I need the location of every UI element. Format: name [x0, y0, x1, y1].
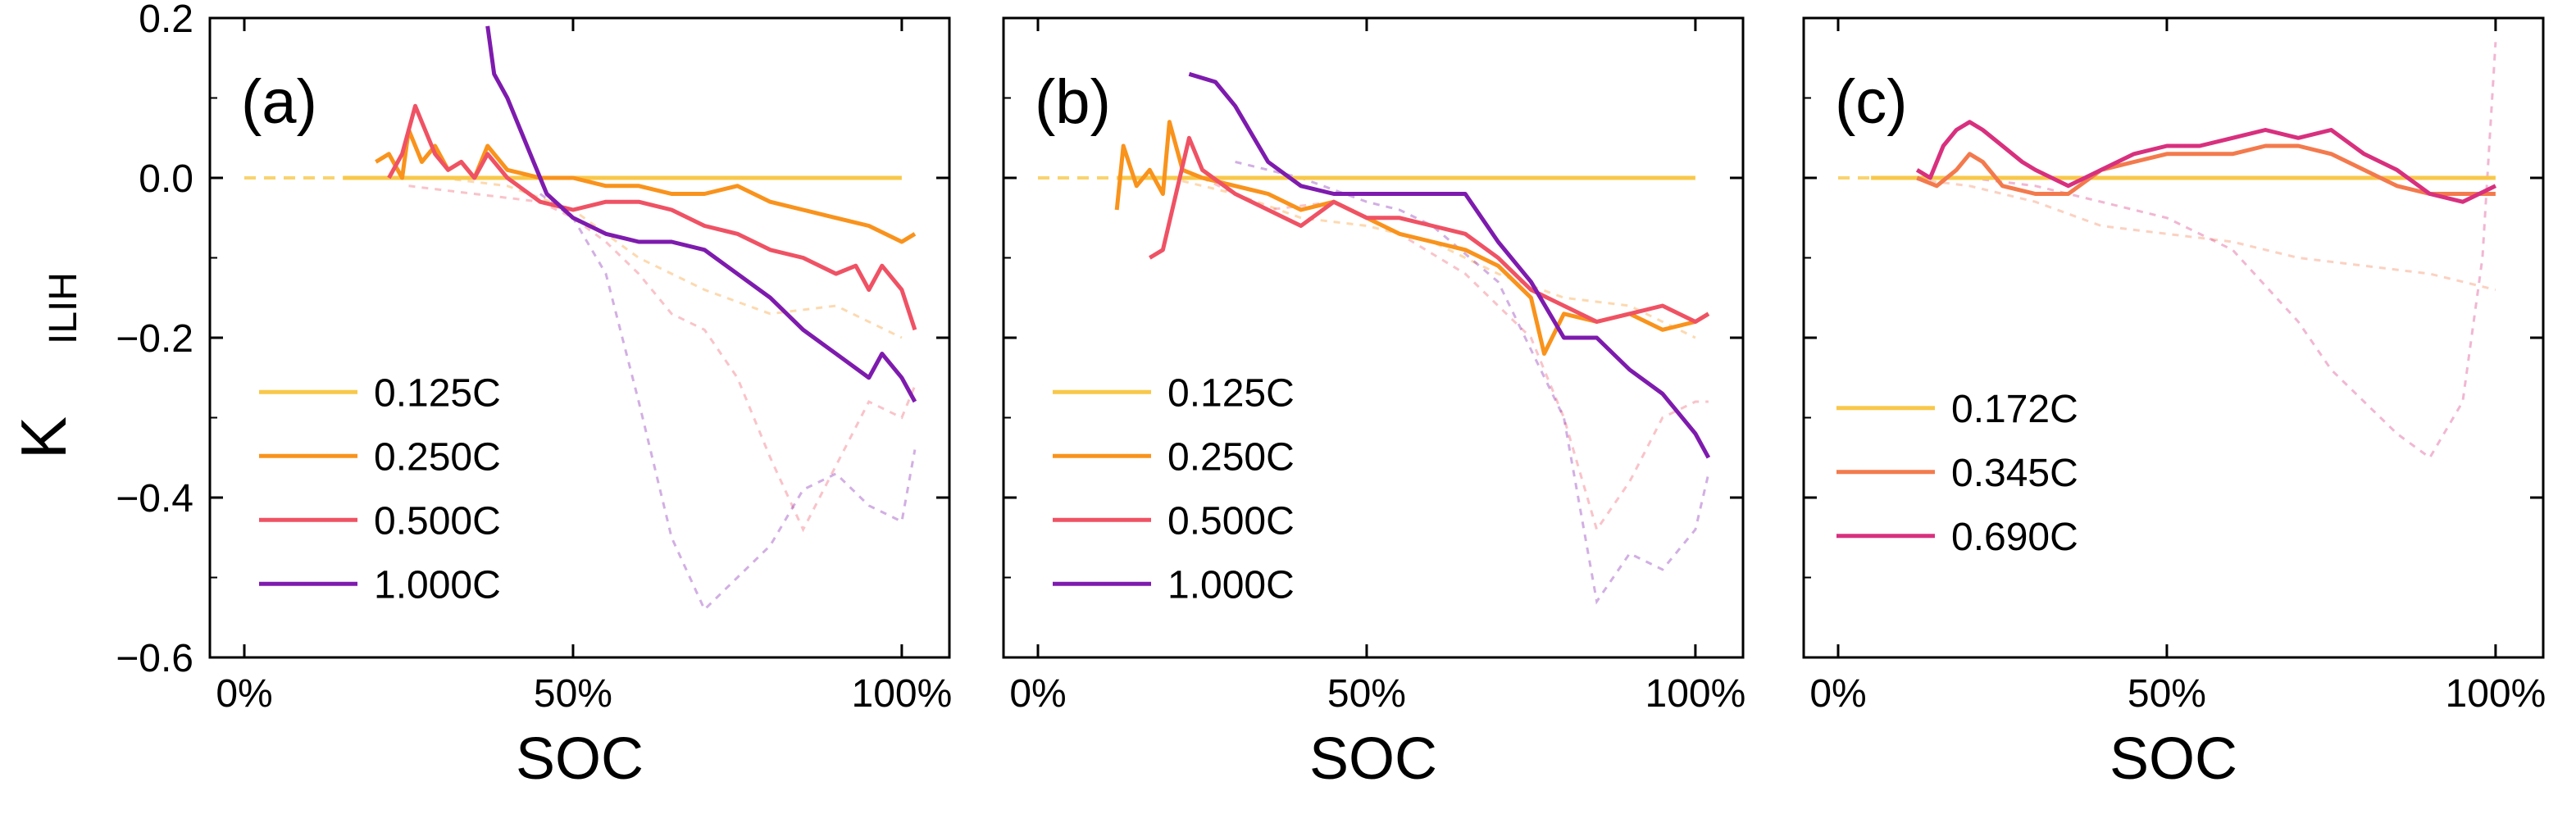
panel-a: −0.6 −0.4 −0.2 0.0 0.2 0% 50% 100% SOC (a) 0.125C 0… [116, 0, 952, 792]
panel-b-x-tick-label-1: 50% [1327, 672, 1406, 716]
panel-b-frame [1002, 16, 1745, 659]
panel-a-series-0.500C [387, 103, 917, 331]
panel-c-legend-label-1: 0.345C [1951, 452, 2078, 495]
panel-b-legend-label-3: 1.000C [1167, 563, 1295, 607]
y-tick-label-3: 0.0 [139, 157, 193, 201]
panel-b-x-tick-label-2: 100% [1645, 672, 1746, 716]
panel-a-series-0.250C [375, 128, 917, 244]
panel-b-series-1.000C [1188, 71, 1711, 459]
panel-c-legend-label-2: 0.690C [1951, 516, 2078, 559]
panel-a-legend-label-1: 0.250C [374, 435, 501, 479]
y-tick-label-1: −0.4 [116, 477, 193, 521]
panel-c-legend-label-0: 0.172C [1951, 388, 2078, 431]
panel-c-frame [1802, 16, 2545, 659]
panel-c-faded-trace-0 [1904, 176, 2496, 291]
panel-b-series-0.250C [1114, 120, 1710, 356]
panel-a-legend-label-2: 0.500C [374, 499, 501, 543]
y-tick-label-0: −0.6 [116, 637, 193, 680]
panel-c-x-tick-label-1: 50% [2128, 672, 2206, 716]
panel-a-label: (a) [241, 67, 317, 137]
y-axis-label-main: K [7, 416, 80, 459]
panel-c: 0% 50% 100% SOC (c) 0.172C 0.345C 0.690C [1802, 16, 2546, 792]
panel-b-legend-label-2: 0.500C [1167, 499, 1295, 543]
panel-c-series-0.690C [1915, 120, 2496, 204]
panel-b-faded-trace-2 [1235, 161, 1710, 605]
panel-b-faded-trace-1 [1201, 176, 1709, 533]
panel-c-x-axis-label: SOC [2109, 726, 2237, 792]
y-axis-label: K ILIH [7, 272, 85, 459]
panel-b-x-axis-label: SOC [1309, 726, 1437, 792]
panel-a-legend-label-3: 1.000C [374, 563, 501, 607]
panel-a-series-1.000C [485, 25, 917, 403]
y-tick-label-2: −0.2 [116, 317, 193, 361]
panel-a-faded-trace-1 [408, 184, 917, 533]
y-axis-label-subscript: ILIH [42, 272, 85, 344]
panel-c-label: (c) [1835, 67, 1908, 137]
panel-a-x-axis-label: SOC [516, 726, 644, 792]
panel-a-legend-label-0: 0.125C [374, 371, 501, 415]
panel-c-faded-trace-1 [1904, 42, 2497, 460]
panel-c-series-0.345C [1916, 143, 2496, 196]
panel-b-legend-label-1: 0.250C [1167, 435, 1295, 479]
panel-a-faded-trace-0 [441, 176, 903, 339]
panel-a-faded-trace-2 [539, 193, 917, 612]
panel-b-legend-label-0: 0.125C [1167, 371, 1295, 415]
panel-a-x-tick-label-0: 0% [216, 672, 272, 716]
panel-b-series-0.500C [1149, 135, 1710, 324]
y-tick-label-4: 0.2 [139, 0, 193, 41]
panel-a-x-tick-label-2: 100% [852, 672, 953, 716]
panel-b: 0% 50% 100% SOC (b) 0.125C 0.250C 0.500C 1.000C [1002, 16, 1746, 792]
panel-b-x-tick-label-0: 0% [1009, 672, 1066, 716]
panel-c-x-tick-label-0: 0% [1809, 672, 1866, 716]
panel-a-frame [208, 16, 951, 659]
panel-c-x-tick-label-2: 100% [2446, 672, 2546, 716]
panel-b-label: (b) [1035, 67, 1111, 137]
panel-a-x-tick-label-1: 50% [534, 672, 612, 716]
